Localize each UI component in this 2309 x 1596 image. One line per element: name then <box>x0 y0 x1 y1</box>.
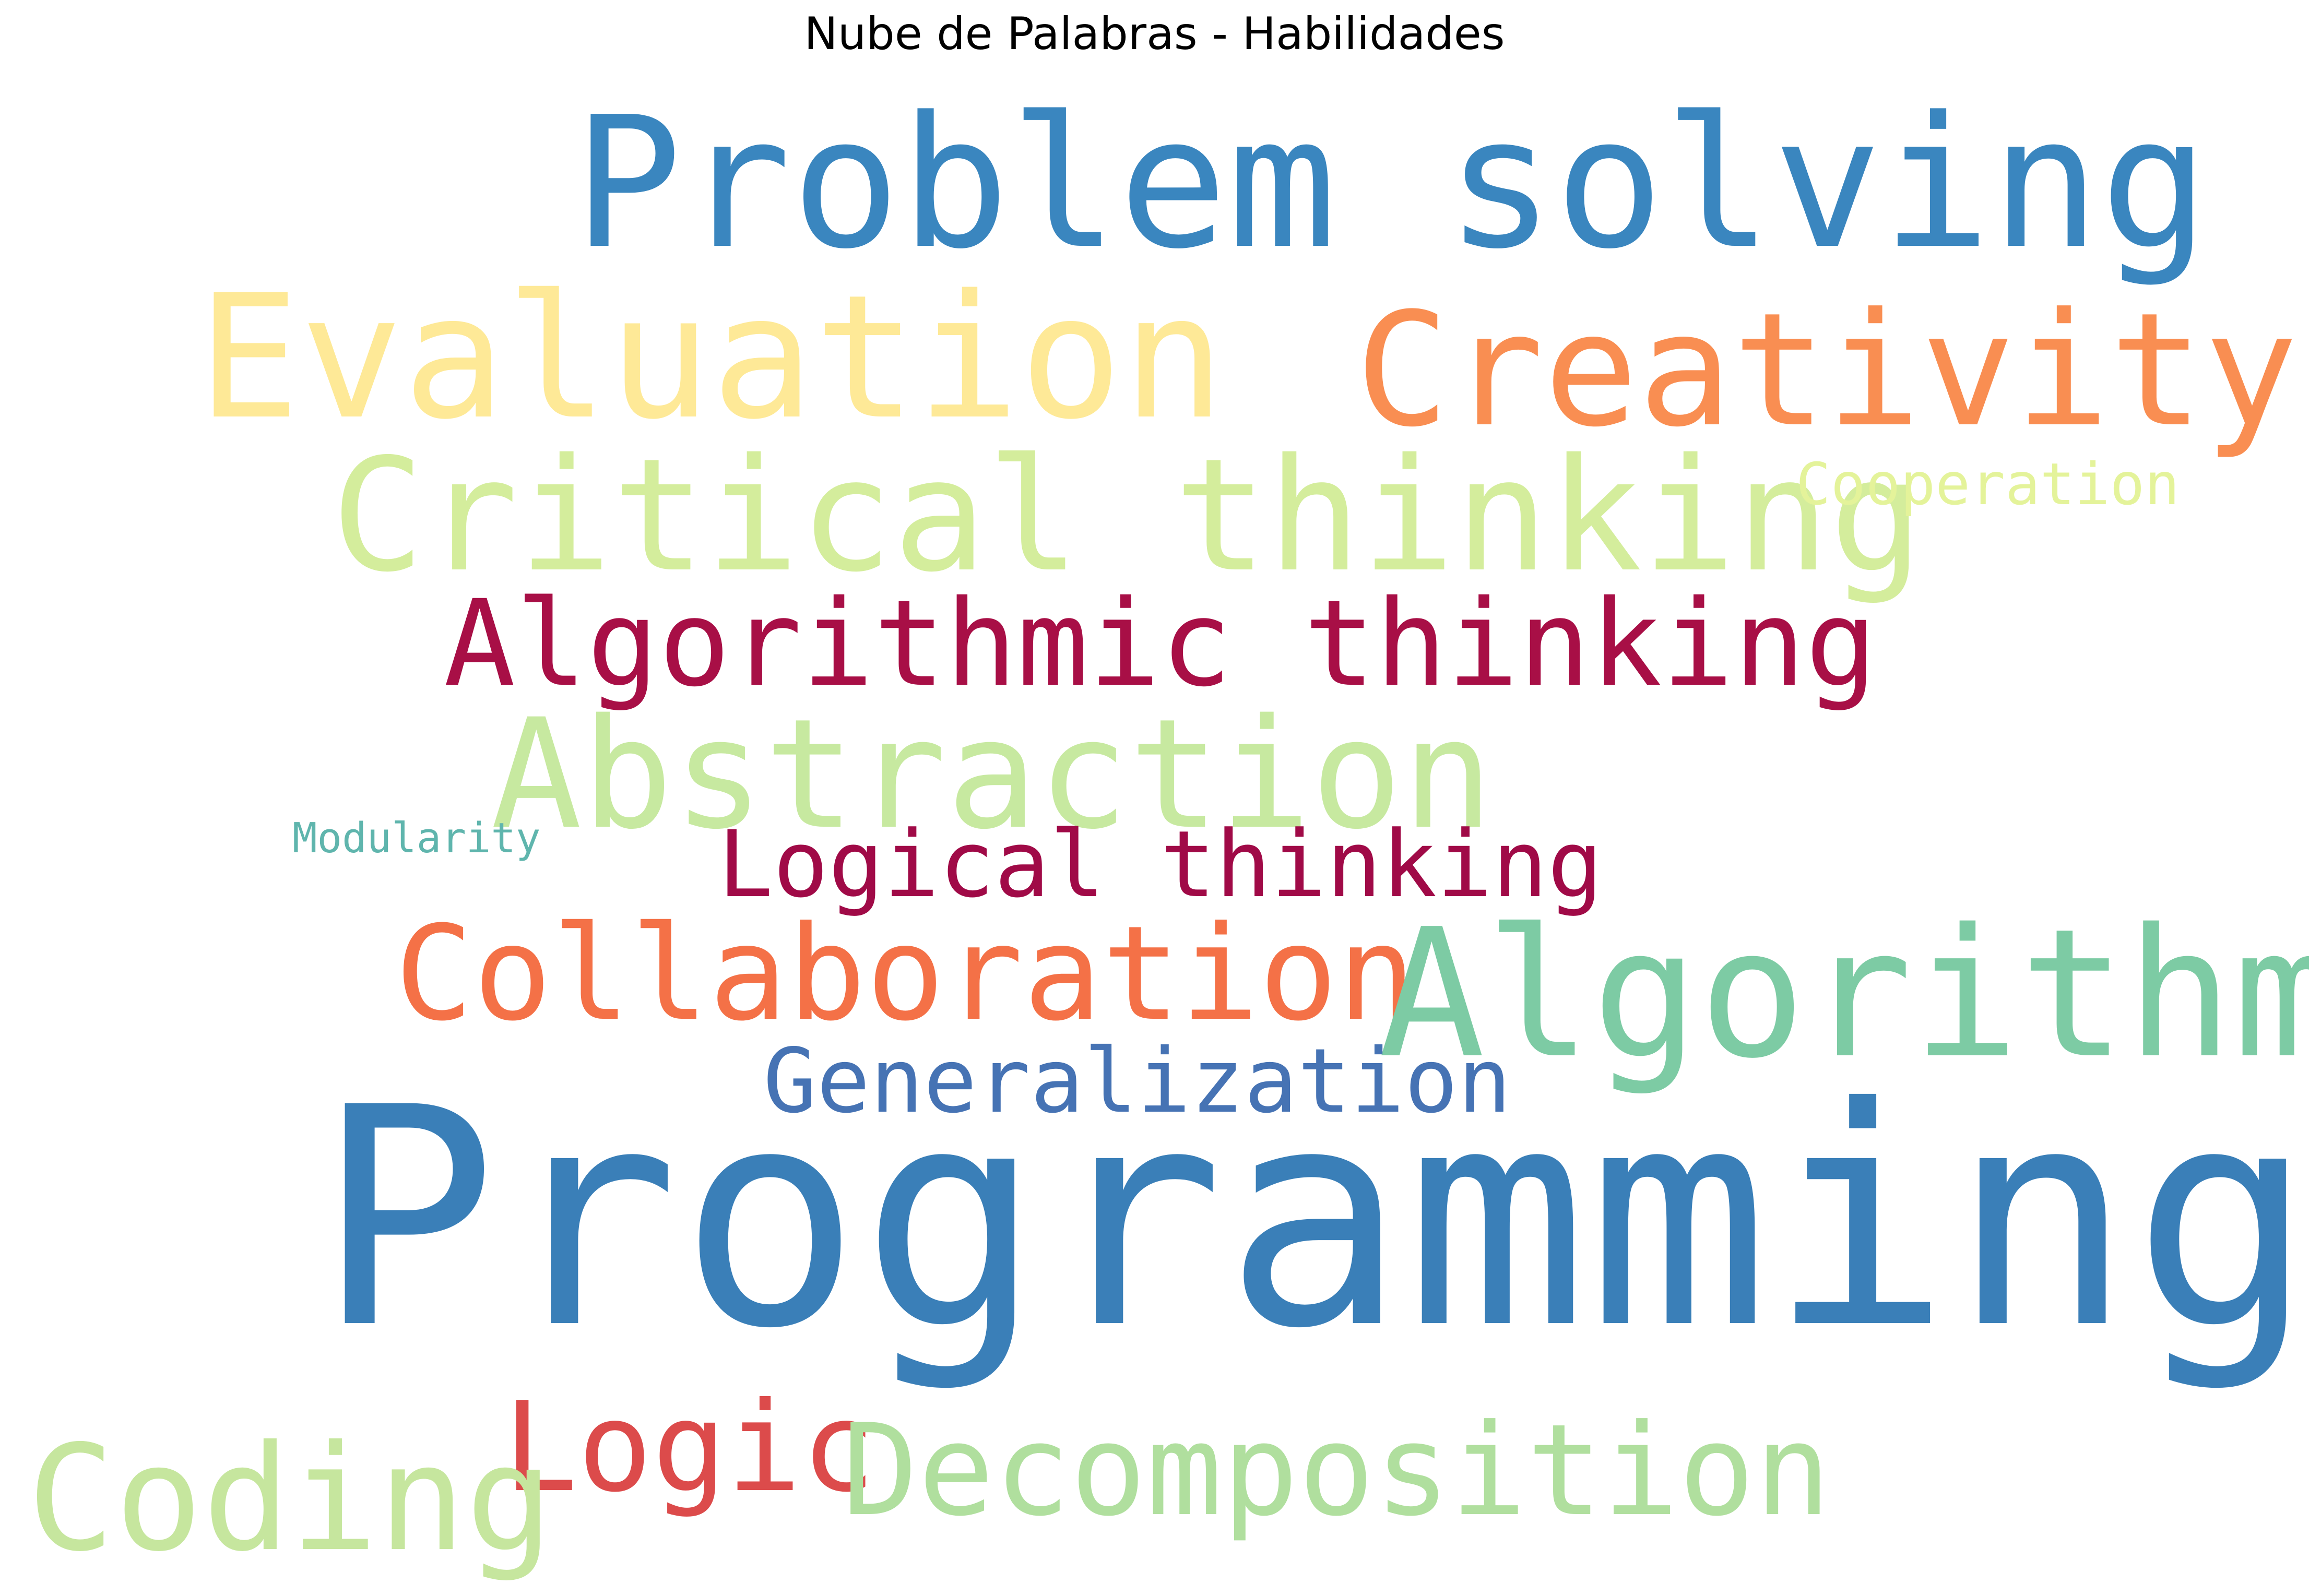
word-cooperation: Cooperation <box>1796 451 2180 518</box>
word-collaboration: Collaboration <box>395 898 1416 1050</box>
word-logical-thinking: Logical thinking <box>718 811 1603 918</box>
word-logic: Logic <box>503 1375 876 1519</box>
word-abstraction: Abstraction <box>491 687 1494 863</box>
chart-title: Nube de Palabras - Habilidades <box>804 8 1505 60</box>
word-decomposition: Decomposition <box>842 1397 1831 1544</box>
word-generalization: Generalization <box>763 1030 1511 1133</box>
word-algorithmic-thinking: Algorithmic thinking <box>444 574 1877 713</box>
word-problem-solving: Problem solving <box>573 78 2209 289</box>
word-coding: Coding <box>27 1414 553 1583</box>
word-evaluation: Evaluation <box>197 258 1225 457</box>
word-critical-thinking: Critical thinking <box>331 425 1923 606</box>
word-modularity: Modularity <box>292 814 541 862</box>
word-programming: Programming <box>316 1043 2309 1395</box>
word-algorithm: Algorithm <box>1378 891 2309 1098</box>
word-creativity: Creativity <box>1355 279 2299 461</box>
